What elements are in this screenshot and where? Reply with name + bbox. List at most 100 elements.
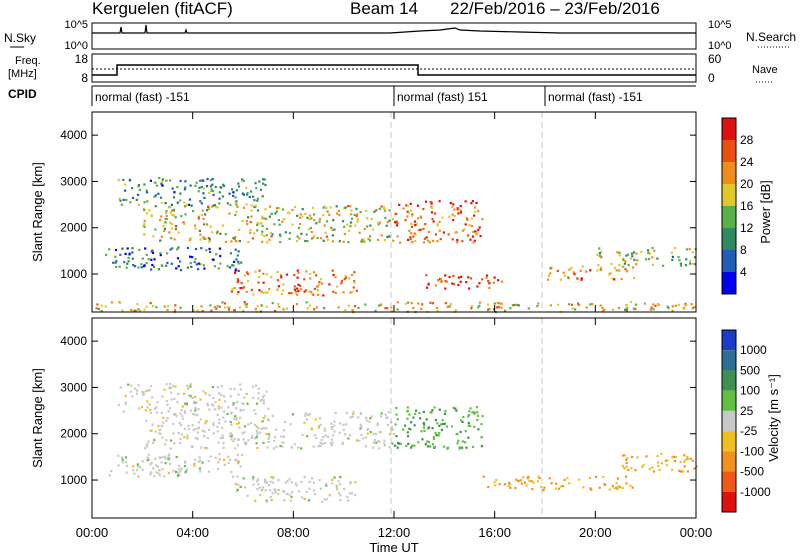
data-cell: [234, 240, 237, 243]
data-cell: [549, 304, 552, 307]
data-cell: [131, 187, 134, 190]
data-cell: [448, 215, 451, 218]
data-cell: [249, 231, 252, 234]
data-cell: [158, 429, 161, 432]
data-cell: [571, 307, 574, 310]
data-cell: [291, 208, 294, 211]
data-cell: [137, 266, 140, 269]
data-cell: [459, 204, 462, 208]
data-cell: [146, 389, 149, 392]
data-cell: [179, 192, 182, 195]
data-cell: [198, 229, 201, 232]
data-cell: [350, 273, 354, 276]
data-cell: [616, 477, 620, 480]
data-cell: [194, 407, 197, 410]
data-cell: [308, 304, 311, 307]
data-cell: [252, 195, 255, 198]
data-cell: [144, 409, 147, 412]
data-cell: [321, 442, 324, 445]
data-cell: [197, 431, 200, 434]
data-cell: [279, 241, 282, 244]
data-cell: [233, 309, 236, 312]
data-cell: [633, 258, 636, 261]
data-cell: [475, 406, 479, 409]
data-cell: [236, 444, 240, 447]
data-cell: [246, 192, 249, 195]
data-cell: [252, 476, 255, 479]
data-cell: [456, 241, 459, 244]
data-cell: [562, 271, 565, 274]
data-cell: [319, 487, 322, 490]
data-cell: [144, 447, 147, 450]
data-cell: [203, 422, 207, 425]
data-cell: [479, 235, 482, 238]
data-cell: [214, 408, 217, 411]
data-cell: [199, 200, 202, 203]
data-cell: [378, 447, 381, 450]
data-cell: [570, 303, 573, 306]
data-cell: [497, 306, 501, 309]
data-cell: [293, 205, 297, 209]
data-cell: [236, 453, 239, 456]
colorbar-tick: 1000: [740, 343, 767, 357]
data-cell: [159, 254, 162, 257]
data-cell: [386, 423, 389, 426]
data-cell: [423, 237, 427, 240]
data-cell: [540, 485, 543, 488]
data-cell: [339, 483, 342, 486]
data-cell: [232, 237, 235, 240]
data-cell: [249, 221, 252, 224]
data-cell: [656, 257, 659, 260]
data-cell: [304, 239, 307, 243]
data-cell: [275, 210, 278, 213]
data-cell: [172, 209, 175, 212]
data-cell: [600, 256, 603, 259]
data-cell: [293, 274, 296, 277]
data-cell: [419, 417, 422, 420]
data-cell: [645, 455, 648, 458]
data-cell: [186, 437, 189, 440]
data-cell: [203, 196, 206, 199]
data-cell: [563, 274, 566, 277]
data-cell: [438, 220, 441, 223]
data-cell: [136, 193, 140, 196]
data-cell: [557, 487, 561, 490]
data-cell: [464, 223, 467, 226]
data-cell: [622, 257, 625, 260]
data-cell: [617, 306, 621, 309]
data-cell: [246, 402, 249, 405]
data-cell: [674, 246, 677, 250]
data-cell: [467, 415, 470, 418]
data-cell: [145, 419, 148, 422]
data-cell: [685, 248, 688, 251]
data-cell: [313, 308, 316, 311]
data-cell: [159, 239, 162, 242]
data-cell: [131, 247, 134, 250]
data-cell: [264, 478, 267, 481]
data-cell: [336, 212, 339, 215]
data-cell: [235, 210, 238, 213]
data-cell: [281, 445, 284, 448]
data-cell: [326, 435, 330, 438]
data-cell: [239, 416, 242, 419]
data-cell: [266, 241, 269, 244]
data-cell: [222, 446, 225, 449]
data-cell: [424, 223, 427, 226]
data-cell: [417, 229, 420, 232]
data-cell: [532, 481, 535, 484]
colorbar-swatch: [722, 184, 736, 206]
data-cell: [293, 288, 296, 291]
data-cell: [366, 217, 369, 220]
data-cell: [143, 308, 146, 311]
data-cell: [206, 223, 209, 226]
data-cell: [191, 256, 194, 259]
data-cell: [632, 276, 636, 279]
data-cell: [96, 303, 99, 306]
power-data: [95, 176, 697, 314]
data-cell: [297, 283, 300, 286]
data-cell: [196, 437, 199, 440]
data-cell: [216, 230, 219, 233]
data-cell: [470, 217, 473, 220]
data-cell: [380, 234, 383, 237]
